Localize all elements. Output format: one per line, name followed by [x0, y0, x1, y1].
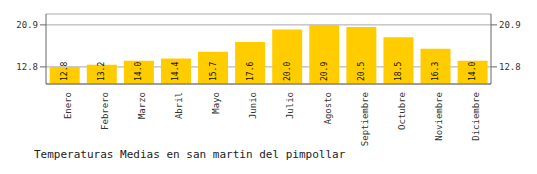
svg-text:20.9: 20.9 [499, 20, 521, 30]
svg-text:Enero: Enero [63, 92, 73, 119]
svg-text:Agosto: Agosto [323, 92, 333, 125]
svg-text:13.2: 13.2 [97, 62, 106, 81]
svg-text:15.7: 15.7 [209, 62, 218, 81]
svg-text:14.0: 14.0 [134, 62, 143, 81]
svg-text:Abril: Abril [174, 92, 184, 119]
svg-text:Noviembre: Noviembre [434, 92, 444, 141]
svg-text:20.9: 20.9 [16, 20, 38, 30]
svg-text:Septiembre: Septiembre [360, 92, 370, 146]
html-text:Temperaturas Medias en san mar: Temperaturas Medias en san martin del pi… [34, 148, 346, 161]
svg-text:Mayo: Mayo [211, 92, 221, 114]
svg-text:Diciembre: Diciembre [471, 92, 481, 141]
svg-text:Marzo: Marzo [137, 92, 147, 119]
svg-text:Junio: Junio [248, 92, 258, 119]
svg-text:12.8: 12.8 [499, 62, 521, 72]
svg-text:14.4: 14.4 [171, 62, 180, 81]
svg-text:16.3: 16.3 [431, 62, 440, 81]
svg-text:12.8: 12.8 [60, 62, 69, 81]
svg-text:17.6: 17.6 [246, 62, 255, 81]
svg-text:20.9: 20.9 [320, 62, 329, 81]
svg-text:14.0: 14.0 [468, 62, 477, 81]
svg-text:12.8: 12.8 [16, 62, 38, 72]
svg-text:20.5: 20.5 [357, 62, 366, 81]
svg-text:Octubre: Octubre [397, 92, 407, 130]
svg-text:18.5: 18.5 [394, 62, 403, 81]
svg-text:Febrero: Febrero [100, 92, 110, 130]
svg-text:Julio: Julio [285, 92, 295, 119]
svg-text:20.0: 20.0 [283, 62, 292, 81]
